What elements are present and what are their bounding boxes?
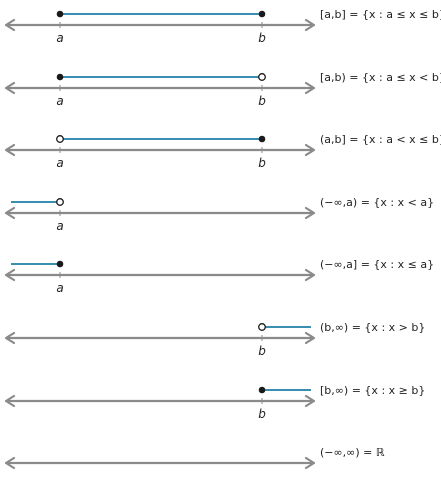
left-arrow-icon <box>4 394 16 408</box>
closed-endpoint-a <box>56 260 64 268</box>
tick-label-b: b <box>258 344 266 358</box>
closed-endpoint-b <box>258 135 266 143</box>
tick-label-b: b <box>258 156 266 170</box>
tick-label-a: a <box>56 31 63 45</box>
closed-endpoint-a <box>56 73 64 81</box>
closed-endpoint-a <box>56 10 64 18</box>
left-arrow-icon <box>4 18 16 32</box>
interval-row: a (−∞,a] = {x : x ≤ a} <box>4 258 434 295</box>
right-arrow-icon <box>304 81 316 95</box>
interval-notation-text: [b,∞) = {x : x ≥ b} <box>320 384 425 397</box>
right-arrow-icon <box>304 268 316 282</box>
interval-notation-text: (b,∞) = {x : x > b} <box>320 321 425 334</box>
interval-row: (−∞,∞) = ℝ <box>4 446 385 470</box>
open-endpoint-b <box>258 73 266 81</box>
tick-label-b: b <box>258 94 266 108</box>
interval-notation-text: [a,b) = {x : a ≤ x < b} <box>320 71 441 84</box>
left-arrow-icon <box>4 143 16 157</box>
tick-label-a: a <box>56 281 63 295</box>
open-endpoint-b <box>258 323 266 331</box>
interval-row: a b (a,b] = {x : a < x ≤ b} <box>4 133 441 170</box>
interval-notation-text: [a,b] = {x : a ≤ x ≤ b} <box>320 8 441 21</box>
right-arrow-icon <box>304 143 316 157</box>
right-arrow-icon <box>304 456 316 470</box>
open-endpoint-a <box>56 135 64 143</box>
tick-label-a: a <box>56 219 63 233</box>
tick-label-b: b <box>258 407 266 421</box>
interval-notation-text: (−∞,a] = {x : x ≤ a} <box>320 258 434 271</box>
interval-row: a b [a,b] = {x : a ≤ x ≤ b} <box>4 8 441 45</box>
interval-row: a (−∞,a) = {x : x < a} <box>4 196 434 233</box>
right-arrow-icon <box>304 18 316 32</box>
tick-label-b: b <box>258 31 266 45</box>
left-arrow-icon <box>4 206 16 220</box>
open-endpoint-a <box>56 198 64 206</box>
tick-label-a: a <box>56 156 63 170</box>
interval-row: a b [a,b) = {x : a ≤ x < b} <box>4 71 441 108</box>
interval-notation-text: (a,b] = {x : a < x ≤ b} <box>320 133 441 146</box>
left-arrow-icon <box>4 331 16 345</box>
closed-endpoint-b <box>258 386 266 394</box>
interval-notation-text: (−∞,a) = {x : x < a} <box>320 196 434 209</box>
left-arrow-icon <box>4 456 16 470</box>
interval-notation-text: (−∞,∞) = ℝ <box>320 446 385 459</box>
tick-label-a: a <box>56 94 63 108</box>
interval-row: b [b,∞) = {x : x ≥ b} <box>4 384 425 421</box>
right-arrow-icon <box>304 394 316 408</box>
left-arrow-icon <box>4 268 16 282</box>
interval-row: b (b,∞) = {x : x > b} <box>4 321 425 358</box>
left-arrow-icon <box>4 81 16 95</box>
right-arrow-icon <box>304 206 316 220</box>
right-arrow-icon <box>304 331 316 345</box>
closed-endpoint-b <box>258 10 266 18</box>
